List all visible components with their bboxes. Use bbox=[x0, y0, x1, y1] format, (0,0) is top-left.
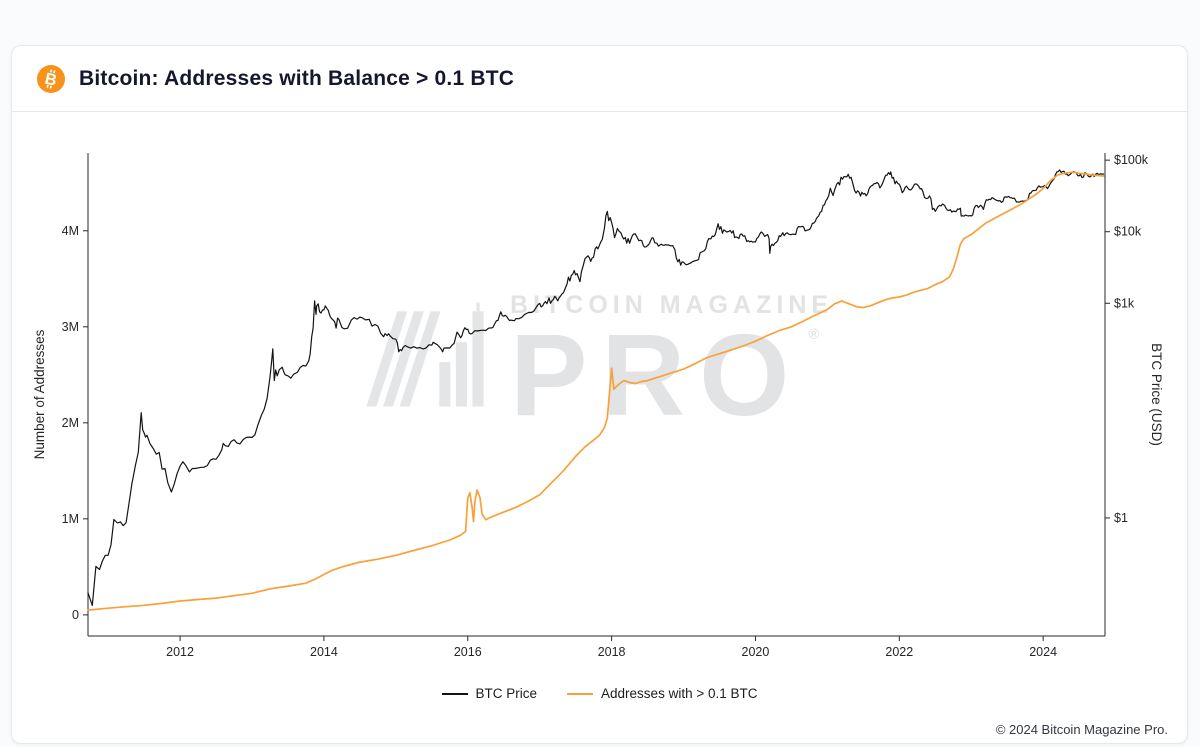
watermark-pro-label: PRO bbox=[510, 310, 804, 440]
watermark: BITCOIN MAGAZINE PRO ® bbox=[364, 291, 834, 433]
bitcoin-magazine-pro-logo-icon bbox=[366, 302, 484, 407]
page-title: Bitcoin: Addresses with Balance > 0.1 BT… bbox=[79, 66, 515, 90]
y-left-tick-label: 3M bbox=[62, 320, 79, 334]
right-axis-title: BTC Price (USD) bbox=[1149, 343, 1164, 446]
legend-item[interactable]: Addresses with > 0.1 BTC bbox=[567, 686, 757, 701]
addresses-line bbox=[87, 171, 1105, 611]
y-right-tick-label: $100k bbox=[1114, 153, 1149, 167]
y-left-tick-label: 0 bbox=[72, 608, 79, 622]
x-tick-label: 2014 bbox=[310, 645, 338, 659]
y-left-tick-label: 2M bbox=[62, 416, 79, 430]
btc-price-line bbox=[87, 169, 1105, 606]
watermark-text: BITCOIN MAGAZINE PRO ® bbox=[510, 291, 834, 433]
y-left-tick-label: 4M bbox=[62, 224, 79, 238]
y-right-tick-label: $1k bbox=[1114, 296, 1135, 310]
card-header: B Bitcoin: Addresses with Balance > 0.1 … bbox=[12, 46, 1187, 112]
svg-text:B: B bbox=[43, 69, 58, 89]
y-right-tick-label: $10k bbox=[1114, 225, 1142, 239]
x-tick-label: 2024 bbox=[1029, 645, 1057, 659]
legend-swatch bbox=[567, 692, 594, 695]
chart-card: B Bitcoin: Addresses with Balance > 0.1 … bbox=[11, 45, 1188, 744]
x-tick-label: 2020 bbox=[742, 645, 770, 659]
x-tick-label: 2016 bbox=[454, 645, 482, 659]
left-axis-title: Number of Addresses bbox=[32, 329, 47, 459]
chart-canvas: BITCOIN MAGAZINE PRO ® 2012 2014 2016 2018 2… bbox=[12, 113, 1187, 673]
x-tick-label: 2018 bbox=[598, 645, 626, 659]
legend-swatch bbox=[441, 692, 468, 695]
copyright-text: © 2024 Bitcoin Magazine Pro. bbox=[995, 722, 1168, 737]
chart-svg: 2012 2014 2016 2018 2020 2022 2024 0 1M 2M 3M 4M $1 $… bbox=[32, 153, 1164, 659]
bitcoin-icon: B bbox=[37, 64, 65, 93]
chart-legend: BTC Price Addresses with > 0.1 BTC bbox=[12, 686, 1187, 701]
x-tick-label: 2022 bbox=[885, 645, 913, 659]
x-tick-label: 2012 bbox=[166, 645, 194, 659]
legend-label: BTC Price bbox=[475, 686, 538, 701]
watermark-pro-text: PRO ® bbox=[510, 317, 819, 433]
y-right-tick-label: $1 bbox=[1114, 511, 1128, 525]
legend-item[interactable]: BTC Price bbox=[441, 686, 538, 701]
legend-label: Addresses with > 0.1 BTC bbox=[601, 686, 758, 701]
y-left-tick-label: 1M bbox=[62, 512, 79, 526]
registered-mark-icon: ® bbox=[808, 326, 820, 343]
watermark-magazine-text: BITCOIN MAGAZINE bbox=[510, 291, 834, 319]
